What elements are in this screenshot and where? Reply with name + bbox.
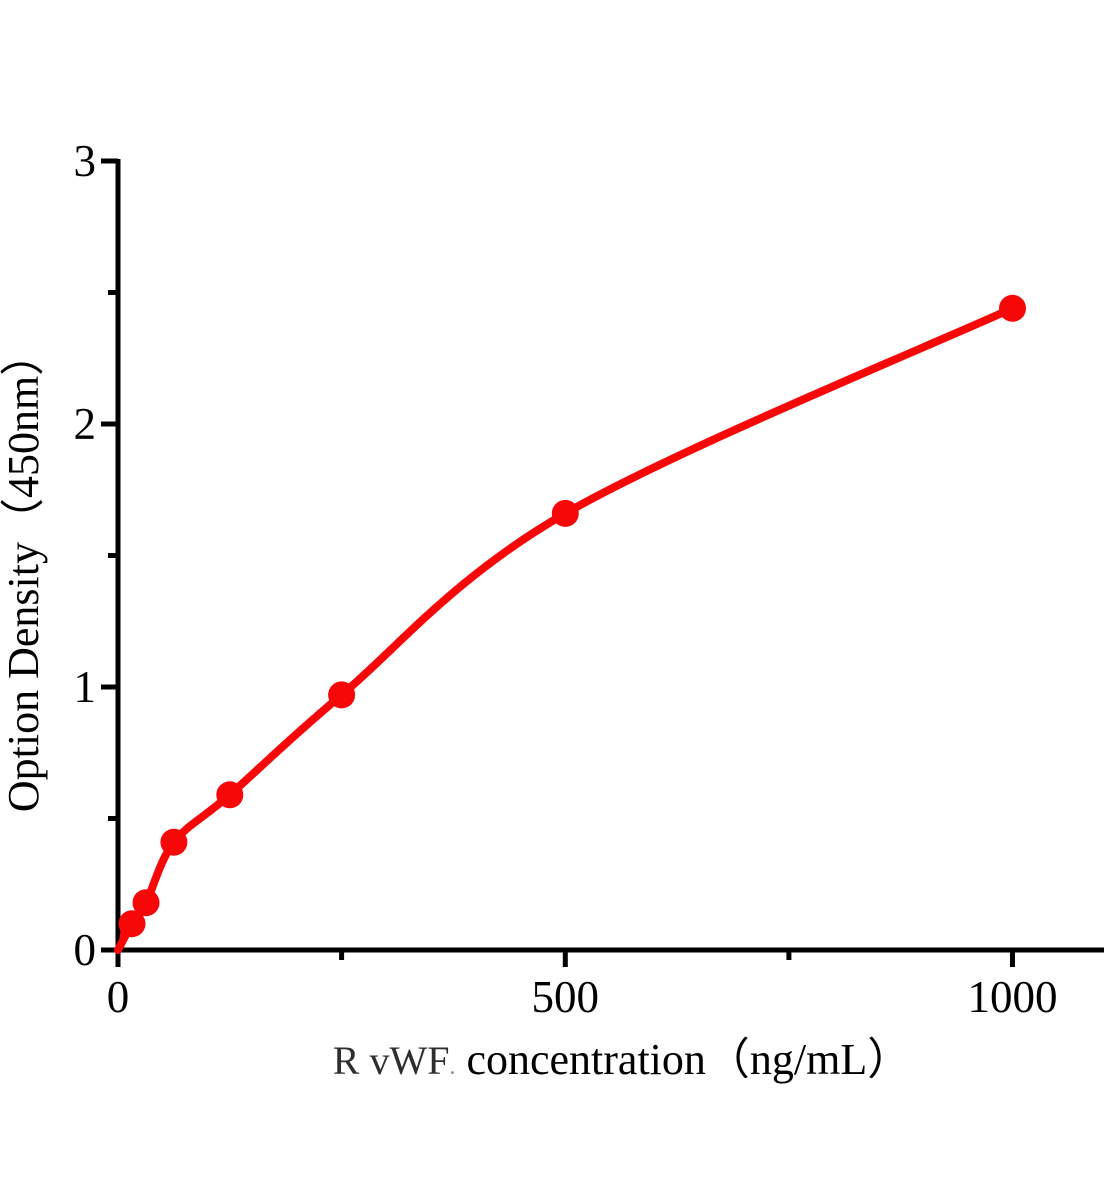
- data-point: [160, 828, 188, 856]
- data-point: [999, 294, 1026, 322]
- x-axis-title-suffix: concentration（ng/mL）: [455, 1035, 911, 1084]
- data-point: [551, 499, 579, 527]
- fit-curve: [114, 304, 1017, 954]
- y-tick-label: 3: [74, 136, 97, 186]
- x-tick-label: 1000: [968, 972, 1058, 1022]
- data-point: [328, 681, 356, 709]
- axes: [115, 159, 1104, 953]
- x-axis-title-prefix: R vWF: [333, 1038, 450, 1083]
- data-points: [118, 294, 1026, 938]
- x-axis-title-dot: .: [449, 1054, 455, 1080]
- x-tick-label: 500: [532, 972, 600, 1022]
- fit-curve-group: [114, 304, 1017, 954]
- x-tick-label: 0: [107, 972, 130, 1022]
- y-tick-label: 0: [74, 925, 97, 975]
- y-axis-title: Option Density（450nm）: [0, 332, 48, 812]
- x-axis-ticks: 0 500 1000: [107, 950, 1058, 1022]
- x-axis-title: R vWF. concentration（ng/mL）: [333, 1035, 911, 1084]
- data-point: [216, 781, 244, 809]
- data-point: [118, 910, 146, 938]
- y-tick-label: 2: [74, 399, 97, 449]
- y-tick-label: 1: [74, 662, 97, 712]
- data-point: [132, 889, 160, 917]
- y-axis-ticks: 0 1 2 3: [74, 136, 118, 975]
